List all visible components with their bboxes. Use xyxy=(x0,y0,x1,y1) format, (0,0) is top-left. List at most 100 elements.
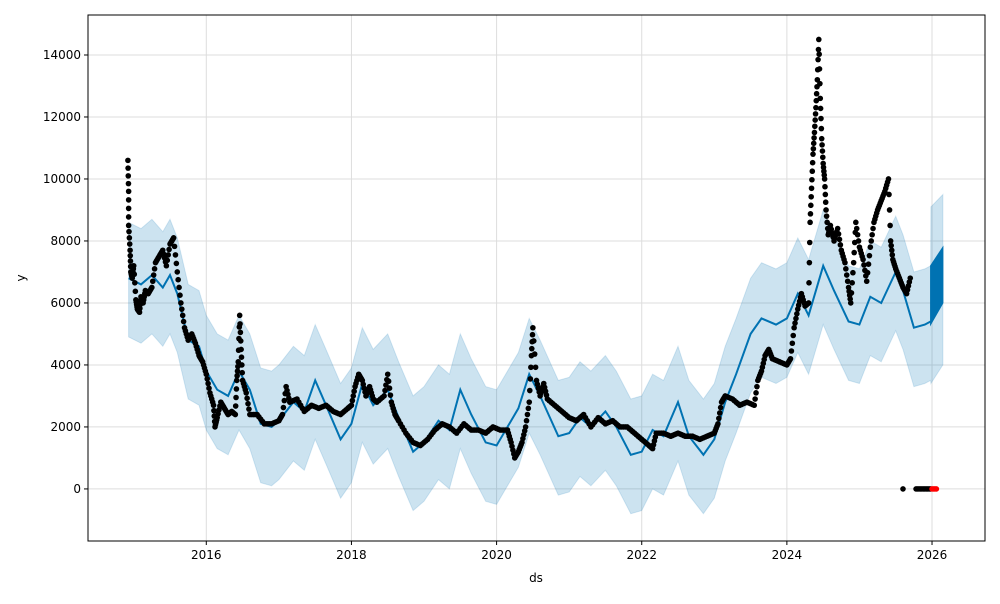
observed-point-fill xyxy=(817,105,824,112)
observed-point xyxy=(818,135,825,142)
observed-point xyxy=(203,371,210,378)
observed-point-fill xyxy=(812,123,818,130)
plot-frame xyxy=(87,14,986,542)
observed-point xyxy=(174,269,181,275)
y-tick-label: 8000 xyxy=(50,234,81,248)
observed-point-fill xyxy=(281,397,288,404)
observed-point-fill xyxy=(717,404,724,411)
observed-point-fill xyxy=(869,231,875,238)
observed-points xyxy=(125,36,940,492)
observed-point-fill xyxy=(752,396,758,402)
observed-point-fill xyxy=(245,400,251,407)
observed-point-fill xyxy=(823,213,830,219)
observed-point-fill xyxy=(819,154,826,161)
observed-point-fill xyxy=(530,338,537,344)
observed-point xyxy=(860,256,866,263)
observed-point xyxy=(125,222,132,229)
observed-point-fill xyxy=(811,135,817,141)
observed-point xyxy=(170,235,177,241)
observed-point-fill xyxy=(179,312,186,319)
observed-point xyxy=(808,185,815,192)
observed-point xyxy=(791,324,797,331)
observed-point-fill xyxy=(234,372,240,379)
observed-point-fill xyxy=(237,329,244,336)
observed-point-fill xyxy=(888,247,895,254)
observed-point-fill xyxy=(849,280,855,286)
observed-point xyxy=(811,129,818,136)
observed-point xyxy=(867,244,874,250)
observed-point xyxy=(821,176,828,182)
observed-point-fill xyxy=(818,125,825,132)
x-tick-label: 2022 xyxy=(626,548,657,562)
observed-point xyxy=(149,284,155,291)
observed-point-fill xyxy=(815,56,821,63)
observed-point-fill xyxy=(822,183,828,190)
observed-point-fill xyxy=(816,51,822,58)
observed-point-fill xyxy=(132,288,139,295)
observed-point-fill xyxy=(808,193,814,200)
observed-point-fill xyxy=(843,266,849,272)
observed-point-fill xyxy=(524,411,531,418)
observed-point xyxy=(384,371,391,378)
observed-point-fill xyxy=(870,225,876,232)
observed-point-fill xyxy=(866,252,873,259)
observed-point xyxy=(823,207,829,213)
observed-point-fill xyxy=(754,383,760,390)
observed-point-fill xyxy=(817,80,823,87)
observed-point-fill xyxy=(350,393,357,399)
observed-point-fill xyxy=(806,239,813,246)
observed-point-fill xyxy=(385,378,392,385)
observed-point-fill xyxy=(807,211,814,217)
x-tick-label: 2026 xyxy=(917,548,948,562)
observed-point-fill xyxy=(211,407,217,414)
observed-point xyxy=(887,238,894,244)
observed-point-fill xyxy=(813,90,820,97)
observed-point-fill xyxy=(808,202,814,209)
observed-point-fill xyxy=(716,410,723,416)
observed-point xyxy=(847,300,854,306)
observed-point-fill xyxy=(125,173,132,179)
observed-point-fill xyxy=(806,259,813,266)
observed-point-fill xyxy=(179,306,185,312)
observed-point-fill xyxy=(525,405,532,412)
observed-point-fill xyxy=(855,238,862,244)
y-tick-label: 10000 xyxy=(43,172,81,186)
observed-point-fill xyxy=(383,382,389,388)
observed-point-fill xyxy=(239,369,246,376)
observed-point-fill xyxy=(125,165,131,171)
observed-point-fill xyxy=(835,231,842,237)
observed-point-fill xyxy=(246,406,252,412)
observed-point xyxy=(850,259,857,266)
future-actual-point xyxy=(933,486,940,492)
observed-point-fill xyxy=(886,207,893,213)
observed-point-fill xyxy=(809,176,815,183)
x-tick-label: 2024 xyxy=(772,548,803,562)
observed-point-fill xyxy=(528,345,535,352)
observed-point-fill xyxy=(888,242,894,249)
observed-point-fill xyxy=(175,276,181,283)
observed-point-fill xyxy=(815,46,822,53)
observed-point-fill xyxy=(280,404,287,411)
observed-point xyxy=(163,262,170,269)
observed-point xyxy=(816,36,822,43)
observed-point xyxy=(751,402,758,409)
observed-point-fill xyxy=(151,266,158,272)
observed-point xyxy=(238,346,244,353)
observed-point-fill xyxy=(865,261,872,268)
y-tick-label: 6000 xyxy=(50,296,81,310)
observed-point xyxy=(178,300,184,306)
observed-point-fill xyxy=(848,290,855,296)
observed-point-fill xyxy=(232,403,239,409)
observed-point-fill xyxy=(837,242,844,248)
observed-point-fill xyxy=(887,222,893,229)
y-tick-label: 2000 xyxy=(50,420,81,434)
observed-point xyxy=(853,219,859,226)
observed-zero-point xyxy=(900,486,906,492)
observed-point-fill xyxy=(180,318,187,325)
x-axis-ticks: 2016 2018 2020 2022 2024 2026 xyxy=(191,541,947,562)
observed-point xyxy=(787,355,794,362)
observed-point-fill xyxy=(810,140,817,147)
observed-point-fill xyxy=(239,362,245,368)
observed-point-fill xyxy=(850,269,856,276)
